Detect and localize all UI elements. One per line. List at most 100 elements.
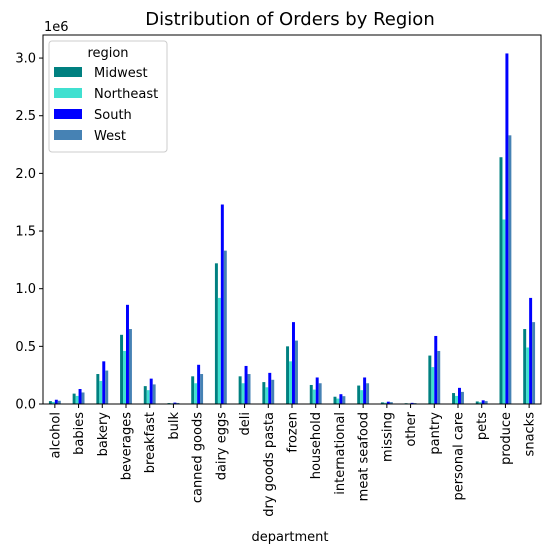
bar-midwest-missing	[380, 402, 384, 404]
bar-northeast-babies	[75, 395, 79, 404]
bar-south-deli	[244, 365, 248, 404]
legend-label-northeast: Northeast	[94, 87, 158, 102]
bar-west-produce	[508, 135, 512, 404]
x-tick-label: breakfast	[143, 412, 158, 473]
bar-west-missing	[389, 402, 393, 404]
bar-south-babies	[78, 389, 82, 404]
bar-west-household	[318, 383, 322, 404]
x-tick-label: other	[404, 411, 419, 446]
bar-northeast-deli	[241, 383, 245, 404]
bar-midwest-deli	[238, 376, 242, 404]
bar-west-bakery	[105, 370, 109, 404]
legend-title: region	[87, 46, 128, 61]
y-tick-label: 2.5	[15, 109, 36, 124]
bar-west-meat-seafood	[366, 383, 370, 404]
bar-south-canned-goods	[197, 364, 201, 404]
bar-west-personal-care	[460, 391, 464, 404]
bar-west-pets	[484, 401, 488, 404]
bar-northeast-personal-care	[455, 395, 458, 404]
y-tick-label: 2.0	[15, 167, 36, 182]
bar-northeast-household	[312, 389, 316, 404]
legend-swatch-south	[54, 109, 82, 119]
x-tick-label: bakery	[96, 412, 111, 457]
bar-midwest-household	[309, 384, 313, 404]
bar-northeast-frozen	[289, 361, 292, 404]
y-tick-label: 0.0	[15, 398, 36, 413]
bar-south-bulk	[173, 402, 177, 404]
bar-south-alcohol	[54, 399, 58, 404]
bar-northeast-produce	[502, 219, 506, 404]
bar-midwest-babies	[72, 393, 76, 404]
bar-west-breakfast	[152, 384, 156, 404]
x-tick-label: canned goods	[191, 412, 206, 503]
bar-west-pantry	[437, 350, 441, 404]
legend-label-midwest: Midwest	[94, 66, 148, 81]
bar-northeast-canned-goods	[194, 383, 198, 404]
legend: region Midwest Northeast South West	[48, 40, 168, 153]
x-axis-label: department	[252, 530, 329, 545]
x-tick-label: household	[309, 412, 324, 479]
bar-south-bakery	[102, 361, 106, 404]
legend-swatch-west	[54, 130, 82, 140]
x-tick-label: deli	[238, 412, 253, 435]
bar-west-bulk	[176, 402, 180, 404]
x-tick-label: beverages	[120, 412, 135, 481]
bar-south-meat-seafood	[363, 377, 367, 404]
y-tick-label: 3.0	[15, 52, 36, 67]
x-tick-label: babies	[72, 412, 87, 455]
bar-west-alcohol	[57, 400, 61, 404]
bar-south-personal-care	[458, 387, 461, 404]
x-tick-label: dairy eggs	[214, 412, 229, 481]
legend-label-west: West	[94, 129, 126, 144]
bar-northeast-meat-seafood	[360, 390, 364, 404]
bar-midwest-snacks	[523, 329, 527, 404]
bar-northeast-bakery	[99, 380, 103, 404]
bar-northeast-alcohol	[51, 401, 55, 404]
x-tick-label: alcohol	[48, 412, 63, 458]
bar-northeast-dry-goods-pasta	[265, 387, 269, 404]
bar-northeast-dairy-eggs	[217, 297, 221, 404]
bar-midwest-canned-goods	[191, 376, 195, 404]
y-offset-label: 1e6	[44, 20, 69, 35]
bar-northeast-beverages	[123, 350, 126, 404]
bar-west-snacks	[532, 322, 536, 404]
x-tick-label: international	[333, 412, 348, 495]
chart-title: Distribution of Orders by Region	[145, 9, 434, 30]
bar-south-missing	[386, 401, 390, 404]
x-tick-label: snacks	[523, 412, 538, 457]
bar-south-beverages	[126, 304, 129, 404]
y-tick-label: 0.5	[15, 340, 36, 355]
bar-west-frozen	[294, 340, 298, 404]
bar-northeast-pets	[478, 402, 482, 404]
x-tick-label: bulk	[167, 412, 182, 440]
bar-west-international	[342, 396, 346, 404]
legend-label-south: South	[94, 108, 132, 123]
legend-swatch-midwest	[54, 67, 82, 77]
bar-midwest-meat-seafood	[357, 385, 361, 404]
bar-midwest-dairy-eggs	[214, 263, 218, 404]
bar-midwest-breakfast	[143, 386, 147, 404]
x-axis: alcohol babies bakery beverages breakfast bul…	[48, 404, 538, 517]
bar-northeast-snacks	[526, 347, 530, 404]
x-tick-label: personal care	[452, 412, 467, 500]
bar-south-other	[410, 402, 414, 404]
x-tick-label: meat seafood	[357, 412, 372, 501]
y-axis: 0.0 0.5 1.0 1.5 2.0 2.5 3.0	[15, 52, 43, 413]
bars-group	[48, 53, 536, 404]
bar-south-snacks	[529, 297, 533, 404]
bar-midwest-bakery	[96, 374, 100, 404]
x-tick-label: dry goods pasta	[262, 412, 277, 517]
bar-midwest-produce	[499, 157, 503, 404]
y-tick-label: 1.0	[15, 282, 36, 297]
bar-northeast-international	[336, 398, 340, 404]
bar-northeast-breakfast	[146, 390, 150, 404]
bar-midwest-pets	[475, 401, 479, 404]
bar-midwest-international	[333, 396, 337, 404]
bar-south-international	[339, 394, 343, 404]
x-tick-label: missing	[380, 412, 395, 462]
bar-west-beverages	[128, 329, 132, 404]
bar-south-dairy-eggs	[220, 204, 224, 404]
bar-midwest-frozen	[286, 346, 290, 404]
legend-swatch-northeast	[54, 88, 82, 98]
